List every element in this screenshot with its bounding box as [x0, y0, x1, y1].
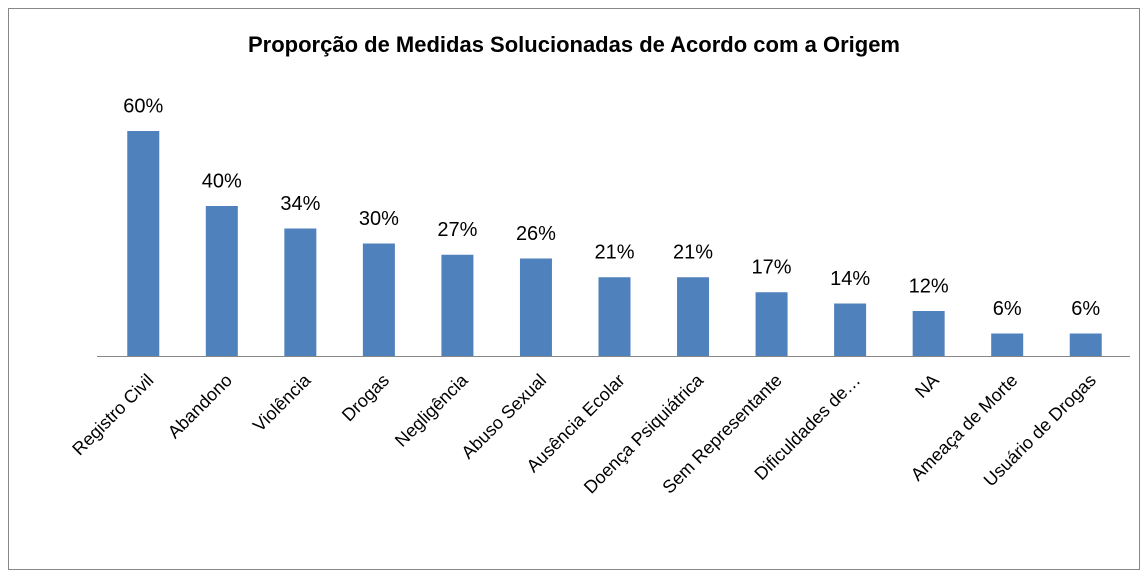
- bar: [519, 258, 552, 356]
- value-label: 40%: [202, 170, 242, 192]
- chart-border: [8, 8, 1140, 570]
- bar: [755, 292, 788, 356]
- value-label: 6%: [993, 298, 1022, 320]
- bar: [912, 311, 945, 356]
- chart-title: Proporção de Medidas Solucionadas de Aco…: [248, 32, 900, 57]
- value-label: 21%: [594, 242, 634, 264]
- value-label: 12%: [909, 275, 949, 297]
- value-label: 30%: [359, 208, 399, 230]
- bar: [284, 228, 317, 356]
- value-label: 6%: [1071, 298, 1100, 320]
- value-label: 21%: [673, 242, 713, 264]
- bar: [834, 303, 867, 356]
- bar: [991, 333, 1024, 356]
- bar: [677, 277, 710, 356]
- value-label: 27%: [437, 219, 477, 241]
- value-label: 34%: [280, 193, 320, 215]
- bar: [127, 131, 160, 356]
- bar: [441, 254, 474, 356]
- value-label: 26%: [516, 223, 556, 245]
- value-label: 17%: [752, 257, 792, 279]
- value-label: 14%: [830, 268, 870, 290]
- bar: [1069, 333, 1102, 356]
- bar: [598, 277, 631, 356]
- bar: [362, 243, 395, 356]
- bar: [205, 206, 238, 356]
- value-label: 60%: [123, 95, 163, 117]
